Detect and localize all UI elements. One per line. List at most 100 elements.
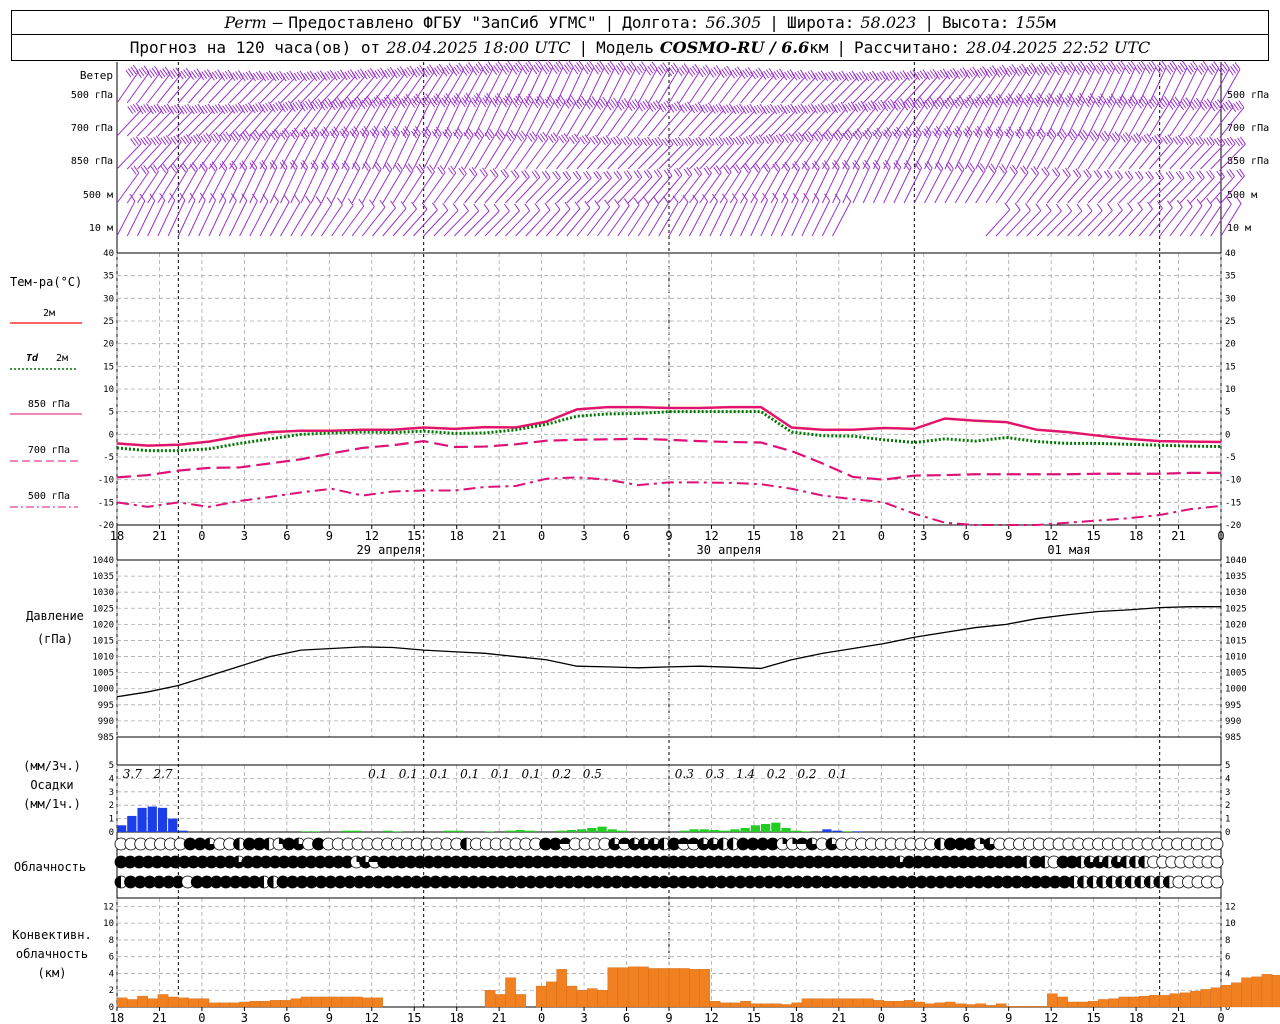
wind-barb-staff [402,71,426,104]
conv-bar [668,968,680,1008]
wind-barb-feather [968,94,975,103]
wind-barb-staff [157,110,183,137]
wind-barb-feather [269,162,276,170]
wind-barb-feather [1037,129,1044,138]
wind-barb-staff [1057,136,1078,170]
cloud-fill-full [705,876,718,888]
wind-barb-feather [406,67,413,75]
cloud-fill-half [727,838,734,850]
wind-barb-staff [331,103,353,137]
wind-barb-feather [379,67,386,76]
wind-barb-feather [439,165,446,173]
wind-barb-feather [1032,99,1039,108]
wind-barb-feather [712,138,719,146]
wind-barb-feather [882,103,889,112]
wind-barb-staff [627,204,650,237]
wind-barb-feather [341,72,348,81]
wind-barb-staff [842,77,868,104]
wind-barb-feather [262,193,269,202]
wind-barb-feather [1103,170,1110,179]
wind-barb-feather [633,197,640,206]
wind-barb-feather [926,160,933,169]
wind-barb-feather [1206,171,1213,179]
wind-barb-feather [1027,92,1034,101]
wind-barb-feather [565,170,572,179]
conv-bar [1251,976,1263,1008]
wind-barb-feather [721,193,728,202]
cloud-fill-full [794,856,807,868]
wind-barb-feather [1158,62,1165,70]
cloud-fill-half [1120,856,1127,868]
wind-barb-feather [364,70,371,79]
cloud-fill-full [739,856,752,868]
wind-barb-staff [801,137,824,170]
wind-level-label-right: 500 м [1227,190,1257,201]
wind-barb-feather [579,136,586,145]
wind-barb-staff [791,167,810,204]
conv-bar [638,966,649,1008]
wind-barb-feather [463,66,470,74]
wind-barb-feather [696,166,703,175]
wind-barb-feather [411,97,418,106]
wind-barb-feather [1196,171,1202,179]
wind-barb-staff [893,76,919,104]
wind-barb-feather [1013,97,1020,106]
wind-barb-staff [801,109,827,137]
wind-barb-feather [784,161,791,170]
conv-bar [311,996,322,1008]
wind-barb-feather [1050,61,1057,70]
wind-barb-staff [1220,143,1246,170]
wind-barb-feather [262,104,269,112]
wind-barb-staff [443,210,469,237]
wind-barb-feather [602,136,609,144]
wind-barb-staff [729,200,748,237]
wind-barb-staff [1097,209,1123,237]
wind-barb-staff [719,171,742,204]
wind-barb-feather [705,137,712,146]
wind-barb-feather [465,92,472,101]
wind-barb-feather [1196,67,1203,75]
wind-barb-staff [893,133,912,170]
wind-barb-feather [358,198,365,207]
wind-barb-feather [491,67,498,75]
wind-barb-staff [781,138,804,170]
wind-barb-feather [1070,61,1076,69]
wind-barb-feather [251,160,258,168]
precip-bar-light [393,831,403,832]
cloud-fill-full [312,838,325,850]
wind-barb-feather [758,134,765,142]
conv-bar [1271,974,1280,1008]
wind-barb-staff [453,99,472,137]
wind-barb-feather [1030,167,1037,176]
hour-tick-label: 21 [492,1011,506,1024]
wind-barb-feather [486,92,492,101]
wind-barb-feather [361,128,368,136]
wind-barb-feather [501,67,508,75]
conv-bar [1128,996,1140,1008]
wind-barb-staff [341,103,363,137]
wind-barb-feather [602,96,609,105]
wind-barb-staff [954,73,979,104]
wind-barb-feather [726,65,733,74]
wind-barb-staff [842,135,863,170]
wind-barb-feather [463,131,470,140]
wind-barb-feather [909,97,916,106]
wind-barb-feather [906,72,913,80]
wind-barb-feather [510,170,517,178]
wind-barb-staff [893,167,912,204]
wind-barb-feather [269,132,276,141]
cloud-fill-full [305,876,318,888]
wind-barb-feather [1211,63,1218,71]
wind-barb-staff [566,207,591,237]
conv-bar [116,997,128,1008]
wind-barb-staff [1200,204,1222,237]
wind-barb-feather [456,64,462,73]
pressure-tick-left: 1020 [92,620,114,630]
pressure-tick-right: 1040 [1225,556,1247,566]
wind-barb-feather [245,130,251,138]
wind-barb-feather [303,127,310,135]
wind-barb-staff [873,134,893,170]
precip-bar-rain [832,830,842,832]
wind-barb-staff [1005,100,1024,137]
wind-barb-feather [1217,67,1224,76]
